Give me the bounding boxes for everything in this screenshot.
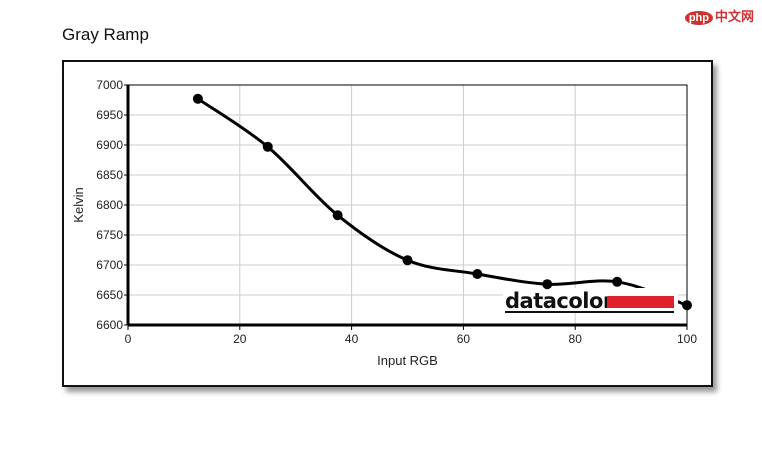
y-tick-label: 6850 [96, 168, 123, 182]
y-tick-label: 6900 [96, 138, 123, 152]
data-point [542, 279, 553, 290]
data-point [332, 210, 343, 221]
data-point [262, 141, 273, 152]
logo-accent-bar [607, 296, 674, 308]
x-tick-label: 0 [125, 332, 132, 346]
y-tick-label: 6950 [96, 108, 123, 122]
y-tick-label: 6600 [96, 318, 123, 332]
chart-title: Gray Ramp [62, 25, 149, 44]
y-tick-label: 6700 [96, 258, 123, 272]
y-axis-label: Kelvin [71, 187, 86, 222]
y-tick-label: 6800 [96, 198, 123, 212]
data-point [472, 269, 483, 279]
x-tick-label: 40 [345, 332, 359, 346]
data-point [192, 93, 203, 104]
x-tick-label: 20 [233, 332, 247, 346]
data-point [402, 255, 413, 266]
y-tick-label: 7000 [96, 78, 123, 92]
x-axis-label: Input RGB [377, 353, 438, 368]
y-tick-label: 6750 [96, 228, 123, 242]
logo-text: datacolor [505, 289, 614, 313]
y-tick-label: 6650 [96, 288, 123, 302]
data-point [682, 300, 692, 311]
x-tick-label: 60 [457, 332, 471, 346]
x-tick-label: 80 [569, 332, 583, 346]
x-tick-label: 100 [677, 332, 697, 346]
data-point [612, 276, 623, 287]
series-line [197, 97, 688, 307]
watermark-logo: php 中文网 [684, 6, 754, 25]
